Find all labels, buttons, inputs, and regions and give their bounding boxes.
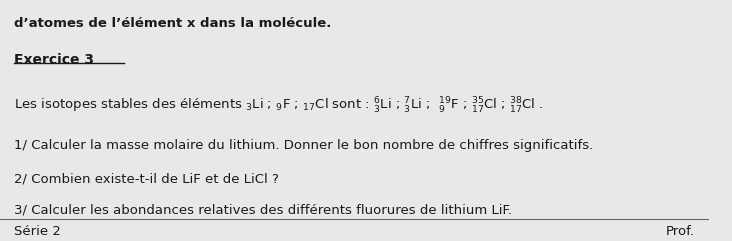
Text: Exercice 3: Exercice 3 xyxy=(14,53,94,67)
Text: 2/ Combien existe-t-il de LiF et de LiCl ?: 2/ Combien existe-t-il de LiF et de LiCl… xyxy=(14,172,279,185)
Text: 3/ Calculer les abondances relatives des différents fluorures de lithium LiF.: 3/ Calculer les abondances relatives des… xyxy=(14,203,512,216)
Text: d’atomes de l’élément x dans la molécule.: d’atomes de l’élément x dans la molécule… xyxy=(14,17,332,30)
Text: 1/ Calculer la masse molaire du lithium. Donner le bon nombre de chiffres signif: 1/ Calculer la masse molaire du lithium.… xyxy=(14,139,594,152)
Text: Série 2: Série 2 xyxy=(14,225,61,238)
Text: Les isotopes stables des éléments $_{3}$Li ; $_{9}$F ; $_{17}$Cl sont : $^{6}_{3: Les isotopes stables des éléments $_{3}$… xyxy=(14,96,544,116)
Text: Prof.: Prof. xyxy=(665,225,695,238)
